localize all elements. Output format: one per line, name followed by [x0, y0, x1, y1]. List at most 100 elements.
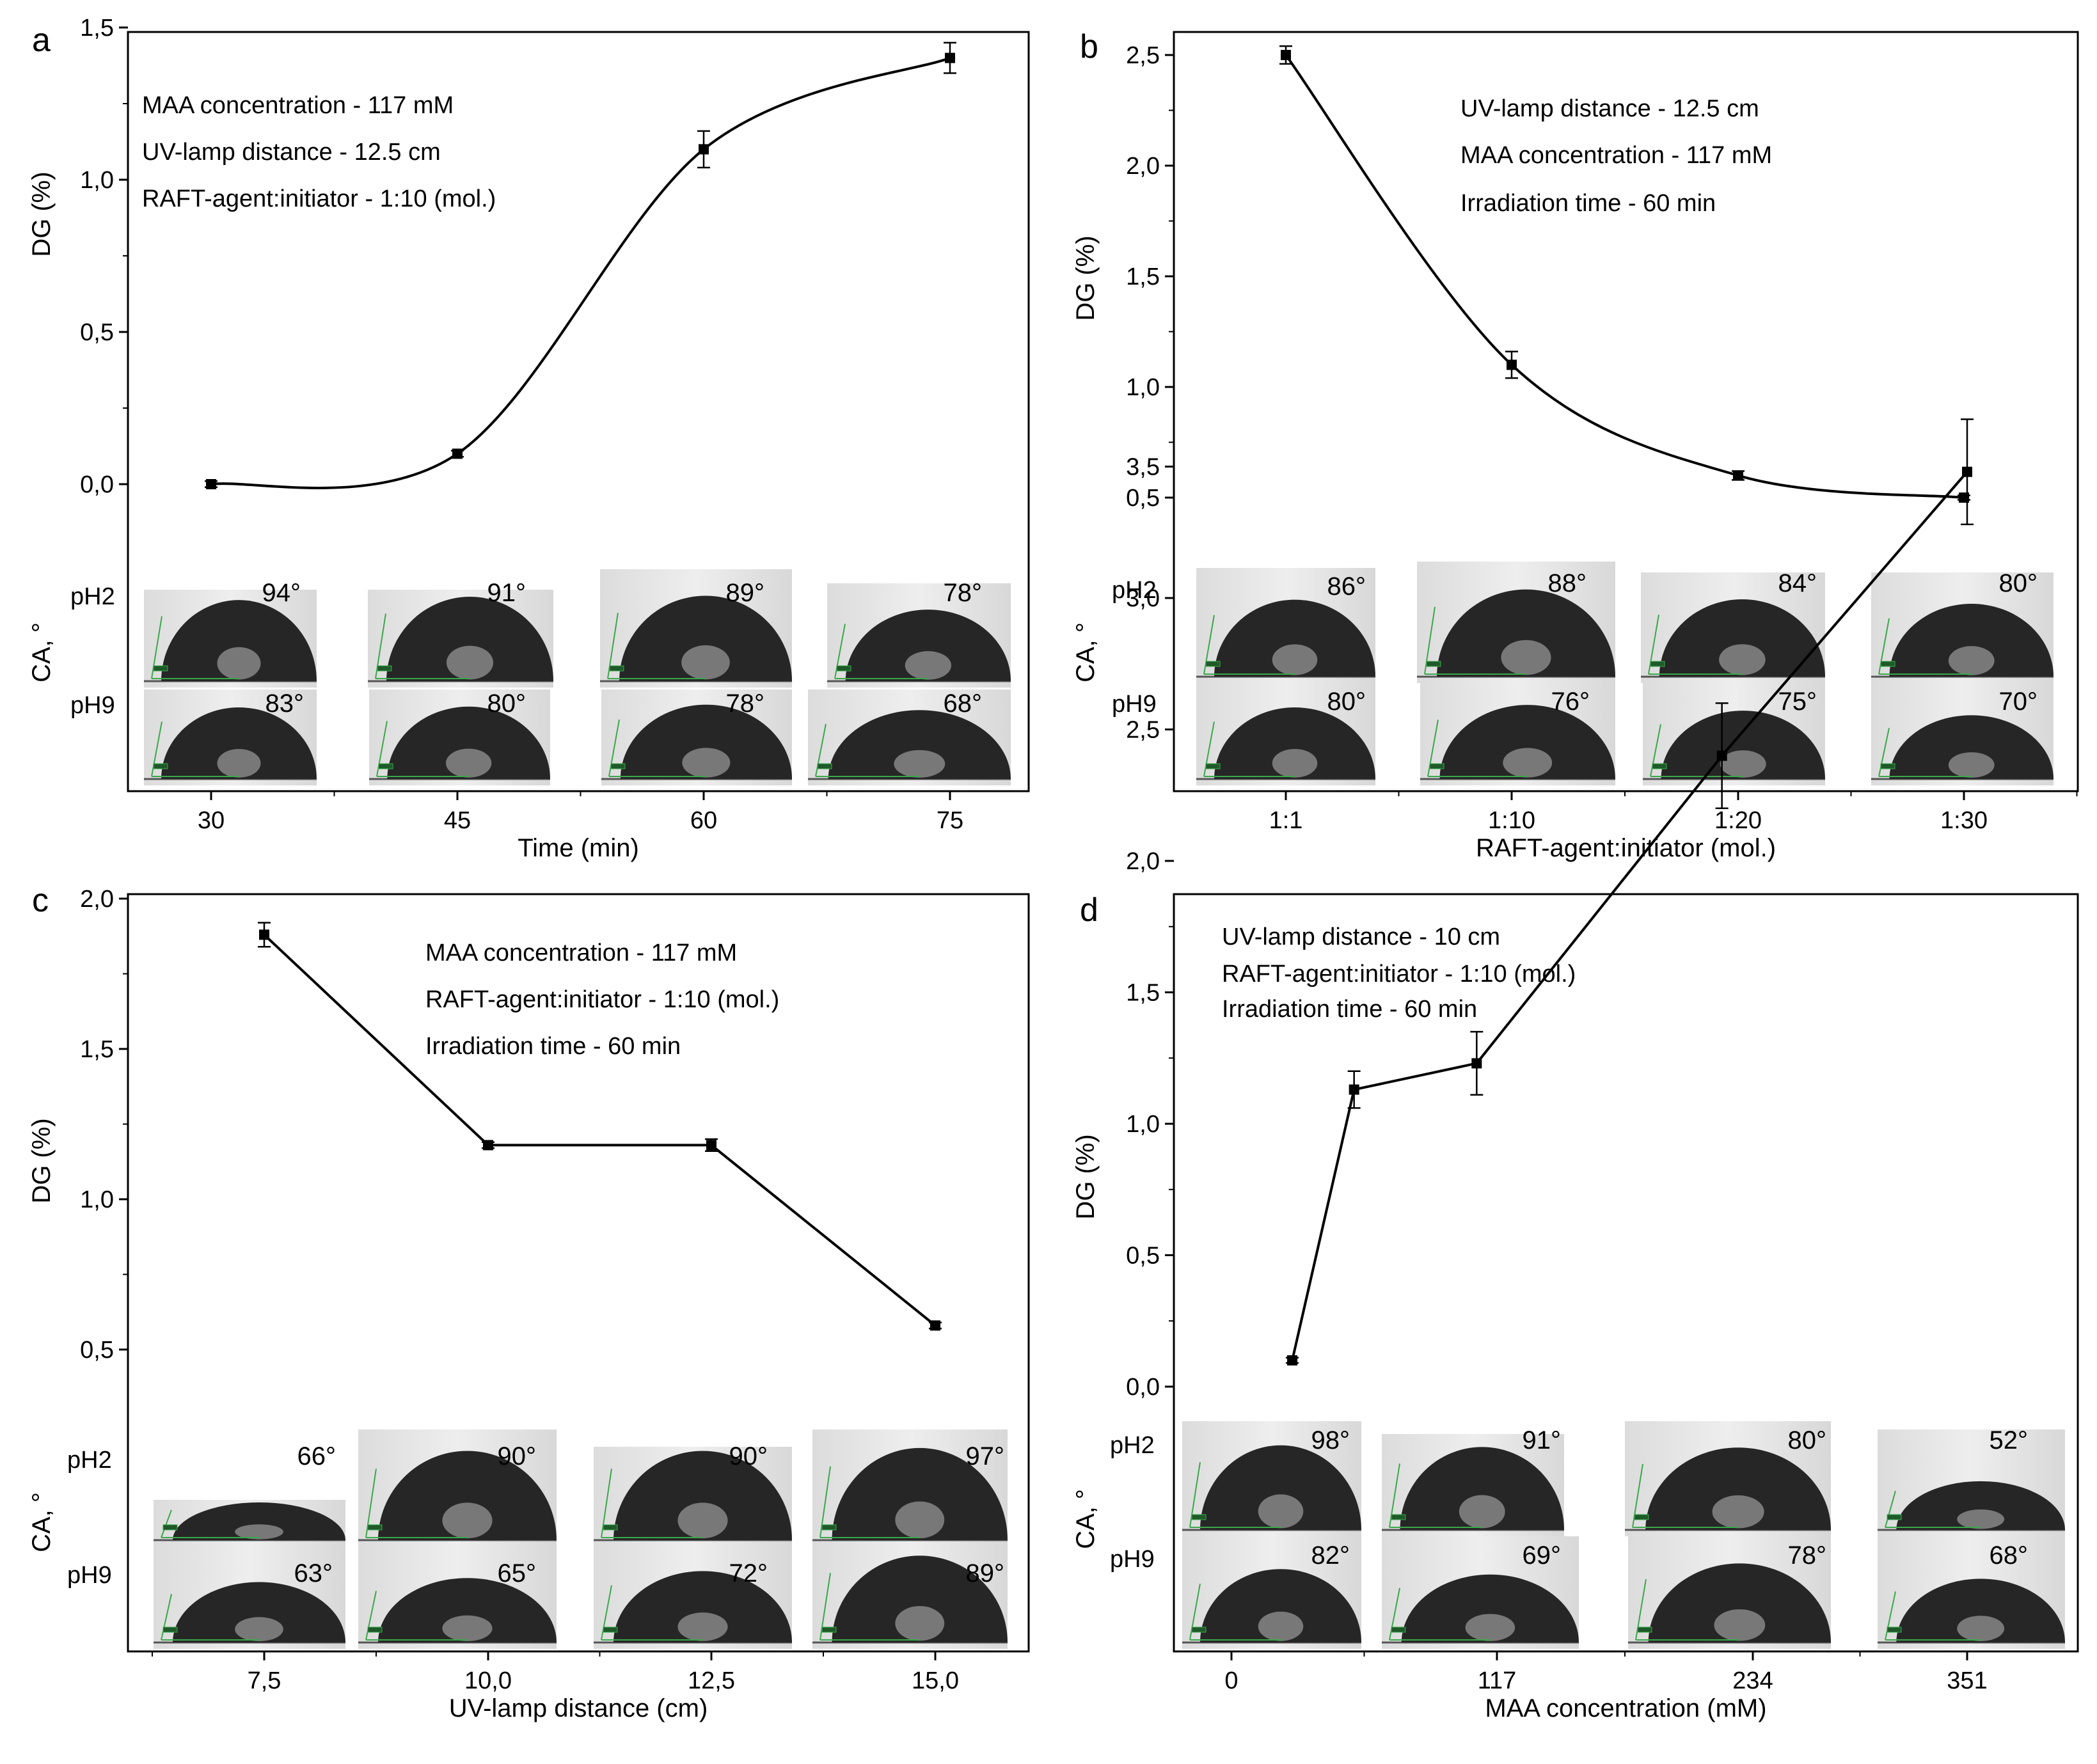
- scale-marker: [603, 1626, 618, 1633]
- plot-frame: [1173, 893, 2079, 1653]
- ph9-label: pH9: [1110, 1546, 1155, 1573]
- data-point: [483, 1140, 493, 1151]
- ph2-label: pH2: [70, 583, 115, 610]
- panel-letter: d: [1080, 892, 1098, 929]
- droplet: [1648, 1563, 1831, 1642]
- condition-text: MAA concentration - 117 mM: [425, 940, 737, 966]
- droplet-reflection: [677, 1502, 728, 1539]
- panel-c: c 0,5 1,0 1,5 2,0 7,5 10,0 12,5 15,0 UV-lamp dist…: [28, 882, 1030, 1722]
- data-point: [1507, 359, 1517, 370]
- angle-label-ph9: 65°: [498, 1559, 537, 1587]
- y-tick-label: 2,0: [1126, 153, 1160, 180]
- droplet: [378, 1578, 557, 1642]
- scale-marker: [1191, 1626, 1207, 1633]
- x-tick-label: 15,0: [912, 1667, 959, 1694]
- droplet-reflection: [1714, 1609, 1766, 1641]
- scale-marker: [1880, 763, 1895, 769]
- droplet: [1439, 705, 1615, 779]
- ca-axis-label: CA, °: [28, 622, 56, 682]
- scale-marker: [1650, 661, 1665, 667]
- y-axis-label: DG (%): [1072, 235, 1100, 320]
- x-tick-label: 30: [198, 807, 225, 834]
- droplet-reflection: [895, 1501, 945, 1539]
- droplet: [161, 707, 317, 779]
- angle-label-ph2: 86°: [1327, 572, 1366, 601]
- droplet-reflection: [446, 645, 494, 680]
- y-tick-label: 0,5: [80, 319, 114, 346]
- x-axis-label: RAFT-agent:initiator (mol.): [1476, 834, 1776, 862]
- x-tick-label: 1:30: [1940, 807, 1988, 834]
- contact-angle-photos: [1196, 562, 2053, 785]
- angle-label-ph9: 78°: [1788, 1541, 1827, 1570]
- y-axis-label: DG (%): [28, 171, 56, 256]
- scale-marker: [1887, 1514, 1902, 1520]
- droplet: [173, 1502, 345, 1540]
- droplet: [1896, 1579, 2065, 1642]
- condition-text: Irradiation time - 60 min: [425, 1033, 681, 1060]
- y-tick-label: 2,0: [1126, 848, 1160, 875]
- droplet-reflection: [677, 1612, 728, 1641]
- droplet: [1214, 707, 1375, 779]
- data-point: [945, 52, 955, 63]
- data-point: [1287, 1355, 1298, 1366]
- droplet: [1401, 1574, 1579, 1642]
- x-tick-label: 60: [690, 807, 717, 834]
- y-tick-label: 3,5: [1126, 454, 1160, 481]
- angle-label-ph9: 80°: [487, 689, 526, 718]
- y-tick-label: 0,5: [80, 1337, 114, 1364]
- angle-label-ph2: 89°: [726, 579, 765, 607]
- scale-marker: [817, 763, 832, 769]
- droplet: [1889, 715, 2053, 779]
- condition-text: Irradiation time - 60 min: [1460, 190, 1716, 217]
- ph9-label: pH9: [70, 692, 115, 719]
- angle-label-ph9: 69°: [1523, 1541, 1562, 1570]
- y-tick-label: 1,0: [80, 1186, 114, 1213]
- scale-marker: [1391, 1626, 1406, 1633]
- x-tick-label: 75: [937, 807, 963, 834]
- y-tick-label: 1,0: [1126, 1111, 1160, 1138]
- scale-marker: [1205, 763, 1221, 769]
- scale-marker: [603, 1524, 618, 1531]
- droplet: [173, 1582, 345, 1642]
- condition-text: MAA concentration - 117 mM: [142, 92, 454, 119]
- x-axis-label: UV-lamp distance (cm): [449, 1694, 708, 1722]
- droplet-reflection: [1948, 752, 1995, 778]
- ph2-label: pH2: [1110, 1432, 1155, 1459]
- angle-label-ph9: 82°: [1311, 1541, 1350, 1570]
- droplet: [619, 595, 792, 681]
- droplet-reflection: [1465, 1614, 1515, 1641]
- droplet: [1645, 1447, 1831, 1530]
- scale-marker: [378, 763, 393, 769]
- x-axis-label: Time (min): [518, 834, 639, 862]
- data-point: [930, 1320, 940, 1331]
- angle-label-ph2: 80°: [1788, 1426, 1827, 1454]
- y-tick-label: 1,5: [1126, 980, 1160, 1007]
- scale-marker: [377, 665, 392, 672]
- y-tick-label: 1,0: [1126, 374, 1160, 401]
- scale-marker: [1429, 763, 1444, 769]
- y-tick-label: 1,5: [80, 15, 114, 42]
- data-point: [706, 1140, 716, 1151]
- condition-text: UV-lamp distance - 12.5 cm: [142, 139, 441, 166]
- angle-label-ph9: 70°: [1999, 688, 2038, 716]
- y-tick-label: 0,0: [80, 471, 114, 498]
- droplet-reflection: [894, 750, 946, 778]
- angle-label-ph9: 68°: [1990, 1541, 2029, 1570]
- droplet: [1214, 599, 1375, 677]
- angle-label-ph2: 52°: [1990, 1426, 2029, 1454]
- x-tick-label: 45: [444, 807, 471, 834]
- scale-marker: [1652, 763, 1667, 769]
- scale-marker: [836, 665, 851, 672]
- scale-marker: [1191, 1514, 1207, 1520]
- angle-label-ph9: 75°: [1778, 688, 1817, 716]
- angle-label-ph2: 97°: [966, 1442, 1005, 1470]
- condition-text: UV-lamp distance - 10 cm: [1222, 924, 1500, 950]
- data-point: [1716, 750, 1727, 761]
- y-tick-label: 2,0: [80, 886, 114, 913]
- scale-marker: [1634, 1514, 1649, 1520]
- droplet: [1889, 604, 2053, 677]
- droplet-reflection: [235, 1524, 283, 1540]
- x-axis-label: MAA concentration (mM): [1485, 1694, 1766, 1722]
- x-tick-label: 12,5: [688, 1667, 735, 1694]
